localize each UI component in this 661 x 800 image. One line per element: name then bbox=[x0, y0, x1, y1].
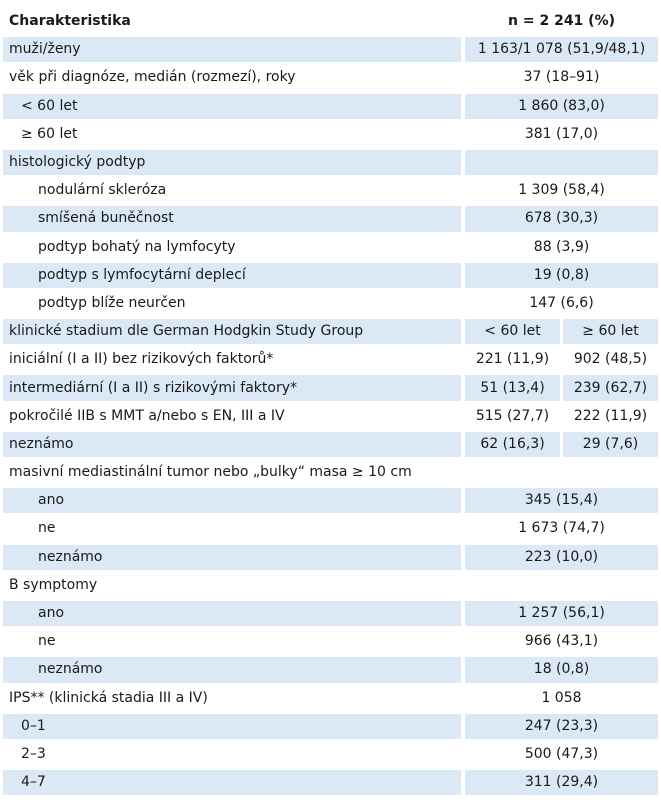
table-row: neznámo 62 (16,3) 29 (7,6) bbox=[3, 431, 659, 457]
table-row: nodulární skleróza 1 309 (58,4) bbox=[3, 178, 658, 203]
row-label: ne bbox=[38, 520, 56, 537]
table-row: intermediární (I a II) s rizikovými fakt… bbox=[3, 375, 659, 401]
table-row: ne 966 (43,1) bbox=[3, 629, 658, 654]
row-label: pokročilé IIB s MMT a/nebo s EN, III a I… bbox=[9, 407, 285, 424]
table-row: iniciální (I a II) bez rizikových faktor… bbox=[3, 347, 658, 372]
table-row: IPS** (klinická stadia III a IV) 1 058 bbox=[3, 686, 658, 711]
row-value bbox=[465, 573, 658, 598]
row-value-over-60: ≥ 60 let bbox=[563, 319, 659, 345]
row-label: 0–1 bbox=[3, 713, 461, 739]
row-label: intermediární (I a II) s rizikovými fakt… bbox=[3, 375, 461, 401]
row-label: neznámo bbox=[3, 431, 461, 457]
row-label: smíšená buněčnost bbox=[3, 206, 461, 232]
row-label: 4–7 bbox=[3, 770, 461, 796]
table-row: neznámo 18 (0,8) bbox=[3, 657, 659, 683]
row-label: < 60 let bbox=[3, 93, 461, 119]
row-value-over-60: 902 (48,5) bbox=[573, 351, 648, 368]
row-value-under-60: 62 (16,3) bbox=[465, 431, 560, 457]
row-value-under-60: 221 (11,9) bbox=[475, 351, 550, 368]
row-value bbox=[465, 460, 658, 485]
table-row: 2–3 500 (47,3) bbox=[3, 742, 658, 767]
table-row: věk při diagnóze, medián (rozmezí), roky… bbox=[3, 65, 658, 90]
row-label: věk při diagnóze, medián (rozmezí), roky bbox=[9, 69, 296, 86]
row-value: 1 860 (83,0) bbox=[465, 93, 659, 119]
row-label: klinické stadium dle German Hodgkin Stud… bbox=[3, 319, 461, 345]
table-row: ano 345 (15,4) bbox=[3, 488, 659, 514]
row-value: 18 (0,8) bbox=[465, 657, 659, 683]
row-label: B symptomy bbox=[9, 576, 98, 593]
row-value-under-60: < 60 let bbox=[465, 319, 560, 345]
row-value-over-60: 239 (62,7) bbox=[563, 375, 659, 401]
table-row: ne 1 673 (74,7) bbox=[3, 516, 658, 541]
table-row: podtyp bohatý na lymfocyty 88 (3,9) bbox=[3, 235, 658, 260]
row-value: 88 (3,9) bbox=[533, 238, 590, 255]
characteristics-table: Charakteristika n = 2 241 (%) muži/ženy … bbox=[3, 6, 659, 798]
table-row: muži/ženy 1 163/1 078 (51,9/48,1) bbox=[3, 37, 659, 63]
table-row: < 60 let 1 860 (83,0) bbox=[3, 93, 659, 119]
row-value-over-60: 29 (7,6) bbox=[563, 431, 659, 457]
table-row: klinické stadium dle German Hodgkin Stud… bbox=[3, 319, 659, 345]
row-value: 311 (29,4) bbox=[465, 770, 659, 796]
row-label: iniciální (I a II) bez rizikových faktor… bbox=[9, 351, 274, 368]
row-value: 1 309 (58,4) bbox=[518, 182, 605, 199]
row-label: neznámo bbox=[3, 544, 461, 570]
row-label: ne bbox=[38, 633, 56, 650]
row-value-under-60: 515 (27,7) bbox=[475, 407, 550, 424]
row-value: 1 058 bbox=[541, 689, 582, 706]
row-value: 223 (10,0) bbox=[465, 544, 659, 570]
row-value: 247 (23,3) bbox=[465, 713, 659, 739]
row-label: muži/ženy bbox=[3, 37, 461, 63]
row-value: 966 (43,1) bbox=[524, 633, 599, 650]
table-row: 0–1 247 (23,3) bbox=[3, 713, 659, 739]
table-header-row: Charakteristika n = 2 241 (%) bbox=[3, 9, 658, 34]
row-value: 345 (15,4) bbox=[465, 488, 659, 514]
table-row: 4–7 311 (29,4) bbox=[3, 770, 659, 796]
row-label: podtyp s lymfocytární deplecí bbox=[3, 262, 461, 288]
table-row: ≥ 60 let 381 (17,0) bbox=[3, 122, 658, 147]
table-row: ano 1 257 (56,1) bbox=[3, 600, 659, 627]
row-value-under-60: 51 (13,4) bbox=[465, 375, 560, 401]
row-label: ≥ 60 let bbox=[21, 125, 78, 142]
row-value: 19 (0,8) bbox=[465, 262, 659, 288]
row-value: 147 (6,6) bbox=[529, 294, 594, 311]
row-label: histologický podtyp bbox=[3, 149, 461, 176]
row-label: 2–3 bbox=[21, 745, 46, 762]
row-value bbox=[465, 149, 659, 176]
row-value: 381 (17,0) bbox=[524, 125, 599, 142]
table-row: masivní mediastinální tumor nebo „bulky“… bbox=[3, 460, 658, 485]
row-value-over-60: 222 (11,9) bbox=[573, 407, 648, 424]
row-value: 500 (47,3) bbox=[524, 745, 599, 762]
row-value: 1 257 (56,1) bbox=[465, 600, 659, 627]
row-label: neznámo bbox=[3, 657, 461, 683]
row-label: ano bbox=[3, 488, 461, 514]
row-value: 1 673 (74,7) bbox=[518, 520, 605, 537]
row-label: nodulární skleróza bbox=[38, 182, 167, 199]
row-value: 678 (30,3) bbox=[465, 206, 659, 232]
header-value: n = 2 241 (%) bbox=[508, 13, 615, 30]
row-label: podtyp blíže neurčen bbox=[38, 294, 186, 311]
header-label: Charakteristika bbox=[9, 13, 131, 30]
table-row: podtyp blíže neurčen 147 (6,6) bbox=[3, 291, 658, 316]
table-row: histologický podtyp bbox=[3, 149, 659, 176]
row-label: IPS** (klinická stadia III a IV) bbox=[9, 689, 208, 706]
table-row: pokročilé IIB s MMT a/nebo s EN, III a I… bbox=[3, 404, 658, 429]
table-row: neznámo 223 (10,0) bbox=[3, 544, 659, 570]
table-row: B symptomy bbox=[3, 573, 658, 598]
row-label: podtyp bohatý na lymfocyty bbox=[38, 238, 236, 255]
row-value: 37 (18–91) bbox=[523, 69, 600, 86]
row-label: ano bbox=[3, 600, 461, 627]
row-label: masivní mediastinální tumor nebo „bulky“… bbox=[9, 464, 412, 481]
table-row: podtyp s lymfocytární deplecí 19 (0,8) bbox=[3, 262, 659, 288]
table-row: smíšená buněčnost 678 (30,3) bbox=[3, 206, 659, 232]
row-value: 1 163/1 078 (51,9/48,1) bbox=[465, 37, 659, 63]
